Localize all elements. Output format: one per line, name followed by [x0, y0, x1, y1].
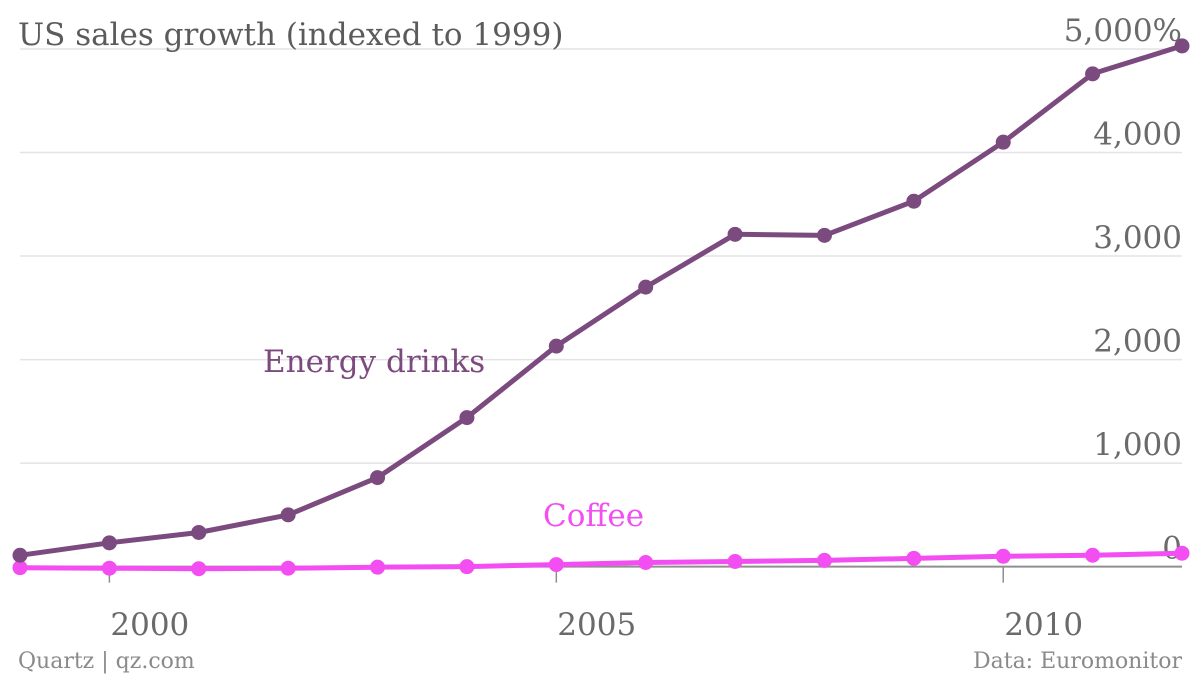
data-point [816, 552, 832, 568]
data-point [727, 226, 743, 242]
x-tick-label: 2000 [110, 607, 189, 643]
data-point [1085, 547, 1101, 563]
data-point [548, 557, 564, 573]
data-point [280, 507, 296, 523]
data-point [191, 561, 207, 577]
series-line [17, 43, 1185, 558]
data-point [12, 547, 28, 563]
data-point [459, 410, 475, 426]
x-axis: 2000 2005 2010 [108, 566, 1083, 643]
data-point [995, 548, 1011, 564]
series-line [17, 550, 1185, 572]
data-point [370, 470, 386, 486]
data-point [638, 279, 654, 295]
chart-title: US sales growth (indexed to 1999) [18, 17, 563, 53]
data-source: Data: Euromonitor [973, 649, 1183, 674]
series-label-energy-drinks: Energy drinks [263, 344, 485, 380]
series-coffee [12, 545, 1190, 577]
series-energy-drinks [12, 38, 1190, 563]
data-point [459, 559, 475, 575]
series-group [12, 38, 1190, 577]
data-point [906, 550, 922, 566]
x-tick-label: 2005 [557, 607, 636, 643]
data-point [548, 338, 564, 354]
data-point [12, 560, 28, 576]
y-tick-label: 2,000 [1093, 324, 1182, 360]
data-point [1174, 545, 1190, 561]
y-tick-label: 3,000 [1093, 220, 1182, 256]
y-tick-label: 1,000 [1093, 427, 1182, 463]
series-label-coffee: Coffee [543, 498, 644, 534]
x-tick-label: 2010 [1004, 607, 1083, 643]
data-point [1174, 38, 1190, 54]
data-point [995, 134, 1011, 150]
data-point [638, 555, 654, 571]
data-point [727, 553, 743, 569]
data-point [816, 227, 832, 243]
data-point [1085, 66, 1101, 82]
y-tick-label: 4,000 [1093, 117, 1182, 153]
y-tick-label: 5,000% [1064, 13, 1182, 49]
data-point [191, 524, 207, 540]
data-point [280, 560, 296, 576]
source-credit: Quartz | qz.com [18, 649, 195, 674]
gridlines [20, 48, 1182, 568]
data-point [370, 559, 386, 575]
data-point [906, 193, 922, 209]
data-point [101, 535, 117, 551]
data-point [101, 560, 117, 576]
